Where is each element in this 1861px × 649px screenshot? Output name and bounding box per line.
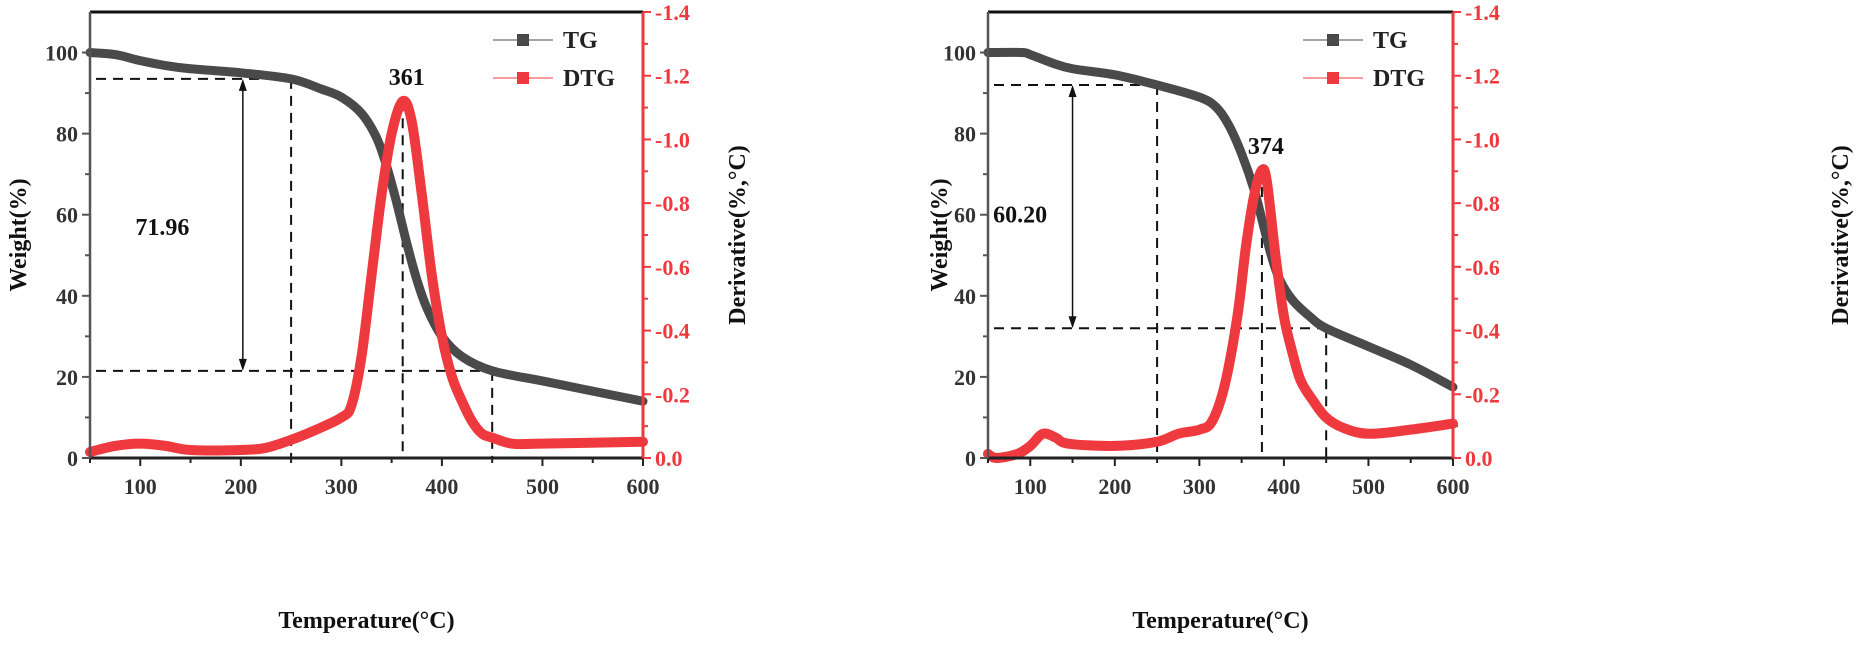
arrow-head-up-icon xyxy=(238,78,247,91)
mass-loss-label: 60.20 xyxy=(993,203,1047,229)
y2-tick-label: -0.6 xyxy=(1465,255,1500,280)
x-axis-label: Temperature(°C) xyxy=(1132,608,1308,634)
arrow-head-down-icon xyxy=(1068,316,1077,329)
y-tick-label: 60 xyxy=(56,203,78,228)
legend-label-dtg: DTG xyxy=(1373,66,1425,92)
y2-tick-label: -1.2 xyxy=(655,64,690,89)
series-line-tg xyxy=(983,47,1458,392)
y-tick-label: 80 xyxy=(954,122,976,147)
arrow-head-up-icon xyxy=(1068,84,1077,97)
series-line-tg xyxy=(85,48,648,406)
y-tick-label: 0 xyxy=(965,446,976,471)
y2-tick-label: -0.6 xyxy=(655,255,690,280)
x-tick-label: 200 xyxy=(224,474,257,499)
y2-tick-label: -1.2 xyxy=(1465,64,1500,89)
legend-label-tg: TG xyxy=(563,28,598,54)
y2-tick-label: 0.0 xyxy=(1465,446,1493,471)
y-tick-label: 80 xyxy=(56,122,78,147)
x-tick-label: 600 xyxy=(1437,474,1470,499)
x-tick-label: 500 xyxy=(526,474,559,499)
legend-marker-dtg-icon xyxy=(1327,72,1339,84)
legend-label-dtg: DTG xyxy=(563,66,615,92)
y2-axis-label: Derivative(%,°C) xyxy=(1828,145,1854,325)
legend-label-tg: TG xyxy=(1373,28,1408,54)
x-tick-label: 400 xyxy=(1267,474,1300,499)
legend-marker-tg-icon xyxy=(517,34,529,46)
y-tick-label: 20 xyxy=(954,365,976,390)
y2-tick-label: -1.0 xyxy=(655,127,690,152)
y2-tick-label: -0.8 xyxy=(655,191,690,216)
legend-marker-dtg-icon xyxy=(517,72,529,84)
chart-panel-1: 100 200 300 400 500 600 0 20 40 60 80 100 0.0 -0.2 -0.… xyxy=(6,0,751,634)
x-tick-label: 600 xyxy=(627,474,660,499)
y-tick-label: 100 xyxy=(45,41,78,66)
x-tick-label: 400 xyxy=(425,474,458,499)
y-tick-label: 100 xyxy=(943,41,976,66)
legend-marker-tg-icon xyxy=(1327,34,1339,46)
y2-tick-label: -1.4 xyxy=(655,0,690,25)
y2-axis-label: Derivative(%,°C) xyxy=(725,145,751,325)
x-tick-label: 100 xyxy=(124,474,157,499)
y-tick-label: 40 xyxy=(56,284,78,309)
arrow-head-down-icon xyxy=(238,358,247,371)
peak-temperature-label: 361 xyxy=(389,65,425,91)
y2-tick-label: -0.4 xyxy=(655,319,690,344)
series-line-dtg xyxy=(85,95,648,457)
y-axis-label: Weight(%) xyxy=(6,178,32,291)
y2-tick-label: -1.0 xyxy=(1465,127,1500,152)
y2-tick-label: -0.2 xyxy=(1465,382,1500,407)
x-tick-label: 300 xyxy=(325,474,358,499)
x-tick-label: 300 xyxy=(1183,474,1216,499)
y2-tick-label: -0.8 xyxy=(1465,191,1500,216)
y-tick-label: 20 xyxy=(56,365,78,390)
mass-loss-label: 71.96 xyxy=(135,215,189,241)
y-tick-label: 40 xyxy=(954,284,976,309)
y2-tick-label: -0.4 xyxy=(1465,319,1500,344)
y2-tick-label: -1.4 xyxy=(1465,0,1500,25)
y2-tick-label: 0.0 xyxy=(655,446,683,471)
y-tick-label: 0 xyxy=(67,446,78,471)
x-axis-label: Temperature(°C) xyxy=(278,608,454,634)
x-tick-label: 200 xyxy=(1098,474,1131,499)
chart-panel-2: 100 200 300 400 500 600 0 20 40 60 80 100 0.0 -0.2 -0.… xyxy=(927,0,1854,634)
x-tick-label: 100 xyxy=(1014,474,1047,499)
y2-tick-label: -0.2 xyxy=(655,382,690,407)
y-axis-label: Weight(%) xyxy=(927,178,953,291)
x-tick-label: 500 xyxy=(1352,474,1385,499)
y-tick-label: 60 xyxy=(954,203,976,228)
series-line-dtg xyxy=(983,164,1458,463)
peak-temperature-label: 374 xyxy=(1248,134,1284,160)
